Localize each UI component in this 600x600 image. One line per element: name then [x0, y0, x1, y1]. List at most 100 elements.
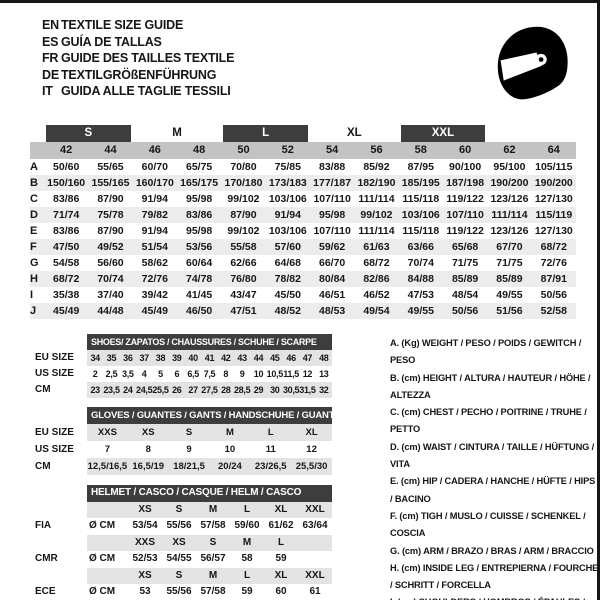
measurement-legend: A. (Kg) WEIGHT / PESO / POIDS / GEWITCH …: [390, 335, 597, 600]
row-label-e: E: [30, 225, 38, 237]
measure-value: 78/82: [265, 271, 310, 287]
legend-item-b: B. (cm) HEIGHT / ALTURA / HAUTEUR / HÖHE…: [390, 372, 591, 400]
helmet-size-value: 55/56: [166, 520, 192, 531]
size-column-58: 58: [398, 142, 443, 159]
measure-value: 80/84: [309, 271, 355, 287]
helmet-size-label: XS: [162, 534, 196, 551]
size-value: 7: [104, 444, 111, 455]
size-column-46: 46: [132, 142, 177, 159]
measure-value: 48/53: [309, 303, 355, 319]
measure-row-j: J 45/49 44/48 45/49 46/50 47/51 48/52 48/53 49/5…: [30, 303, 576, 319]
measure-value: 87/95: [407, 161, 434, 173]
language-title: GUIDA ALLE TAGLIE TESSILI: [61, 84, 231, 98]
measure-row-d: D 71/74 75/78 79/82 83/86 87/90 91/94 95/98 99/1…: [30, 207, 576, 223]
gloves-row: US SIZE 7 8 9 10 11 12: [30, 441, 332, 458]
size-value: 23/26,5: [250, 458, 292, 475]
measure-value: 70/74: [88, 271, 133, 287]
helmet-size-value: 52/53: [132, 553, 158, 564]
measure-value: 52/58: [531, 303, 576, 319]
size-value: 6,5: [187, 369, 199, 379]
helmet-size-label: XS: [128, 501, 162, 518]
size-value: 26: [168, 382, 185, 398]
measure-value: 85/92: [363, 161, 390, 173]
measure-row-b: B 150/160 155/165 160/170 165/175 170/180 173/…: [30, 175, 576, 191]
size-value: 7,5: [203, 369, 216, 379]
header-spacer: [30, 407, 87, 424]
measure-value: 187/198: [442, 175, 488, 191]
helmet-size-label: M: [196, 567, 230, 584]
size-value: 32: [315, 382, 332, 398]
measure-value: 47/50: [44, 239, 89, 255]
size-value: 18/21,5: [168, 458, 210, 475]
size-value: 25,5/30: [291, 458, 332, 475]
size-value: 10: [253, 369, 264, 379]
size-value: 3,5: [122, 369, 134, 379]
row-label-i: I: [30, 289, 34, 301]
measure-value: 160/170: [132, 175, 177, 191]
size-value: 24,5: [135, 382, 153, 398]
size-value: 6: [174, 369, 180, 379]
measure-value: 115/118: [402, 193, 440, 205]
size-value: 23,5: [103, 382, 120, 398]
cmr-size-label-row: XXS XS S M L: [30, 534, 332, 551]
measure-row-c: C 83/86 87/90 91/94 95/98 99/102 103/106 107/11…: [30, 191, 576, 207]
measure-value: 95/98: [186, 193, 213, 205]
measure-value: 68/72: [363, 257, 390, 269]
size-value: 31,5: [299, 382, 316, 398]
measure-value: 111/114: [487, 207, 532, 223]
measure-value: 91/94: [141, 225, 168, 237]
size-group-l: L: [219, 125, 312, 142]
row-label-d: D: [30, 207, 44, 223]
language-code: IT: [42, 84, 53, 98]
shoes-header-row: SHOES/ ZAPATOS / CHAUSSURES / SCHUHE / S…: [30, 334, 332, 350]
size-value: M: [209, 424, 251, 441]
helmet-size-value: 61/62: [268, 520, 294, 531]
measure-value: 60/70: [141, 161, 168, 173]
measure-value: 68/72: [531, 239, 576, 255]
helmet-size-value: 59/60: [234, 520, 260, 531]
measure-value: 55/65: [97, 161, 124, 173]
helmet-size-value: 57/58: [200, 586, 226, 597]
size-value: 5: [158, 369, 163, 379]
language-code: DE: [42, 67, 59, 82]
measure-value: 95/100: [493, 161, 526, 173]
size-value: XL: [291, 424, 332, 441]
measure-value: 123/126: [490, 225, 529, 237]
row-label: US SIZE: [30, 441, 87, 458]
standard-label-ece: ECE: [30, 584, 87, 600]
size-value: 16,5/19: [127, 458, 169, 475]
ece-size-label-row: XS S M L XL XXL: [30, 567, 332, 584]
measure-value: 119/122: [446, 225, 484, 237]
spacer: [30, 534, 87, 551]
measure-value: 190/200: [531, 175, 576, 191]
legend-item-a: A. (Kg) WEIGHT / PESO / POIDS / GEWITCH …: [390, 338, 582, 366]
legend-item-g: G. (cm) ARM / BRAZO / BRAS / ARM / BRACC…: [390, 545, 594, 556]
helmet-size-label: S: [162, 501, 196, 518]
measure-value: 91/94: [265, 207, 310, 223]
measure-value: 66/70: [318, 257, 346, 269]
row-label-b: B: [30, 175, 44, 191]
measure-value: 115/118: [402, 225, 440, 237]
helmet-size-value: 55/56: [166, 586, 192, 597]
shoes-row: US SIZE 2 2,5 3,5 4 5 6 6,5 7,5 8 9 10 10,5 11,5 12 13: [30, 366, 332, 382]
measure-value: 182/190: [354, 175, 399, 191]
row-label-c: C: [30, 193, 38, 205]
row-label: CM: [30, 458, 87, 475]
row-label: US SIZE: [30, 366, 87, 382]
size-value: 47: [299, 350, 316, 366]
measure-value: 58/62: [141, 257, 168, 269]
group-spacer: [30, 125, 44, 142]
row-label-h: H: [30, 271, 44, 287]
measure-value: 111/114: [358, 225, 395, 237]
measure-value: 49/55: [496, 289, 523, 301]
row-label: EU SIZE: [30, 350, 87, 366]
helmet-size-value: 53/54: [132, 520, 158, 531]
spacer: [87, 567, 128, 584]
helmet-size-label: M: [230, 534, 264, 551]
measure-value: 56/60: [97, 257, 124, 269]
measure-value: 127/130: [534, 225, 573, 237]
measure-value: 99/102: [227, 225, 260, 237]
language-row: IT GUIDA ALLE TAGLIE TESSILI: [42, 83, 234, 100]
row-label-j: J: [30, 303, 44, 319]
measure-value: 71/75: [451, 257, 479, 269]
